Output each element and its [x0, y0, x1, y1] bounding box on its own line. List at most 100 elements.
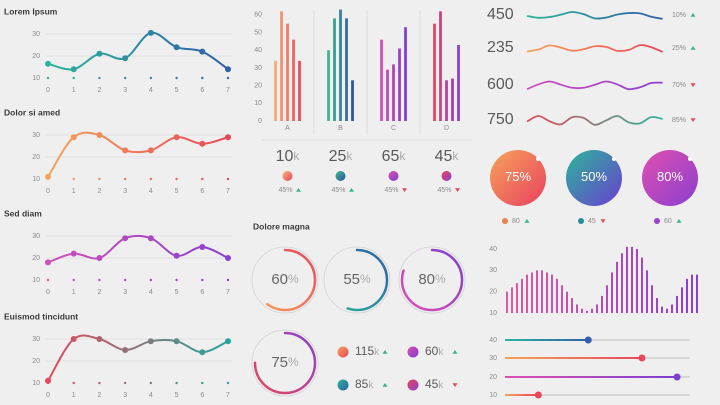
- sparkline-change: 70%: [672, 82, 686, 89]
- x-tick-label: D: [444, 125, 449, 132]
- x-tick-dot: [98, 76, 101, 80]
- y-tick-label: 40: [254, 47, 262, 54]
- x-tick-label: 1: [72, 188, 76, 195]
- y-tick-label: 0: [258, 118, 262, 125]
- point: [45, 173, 51, 180]
- stat-suffix: k: [293, 149, 300, 163]
- x-tick-dot: [201, 381, 204, 385]
- stat-dot: [407, 346, 419, 358]
- point: [225, 255, 231, 261]
- bar-separators: [262, 10, 472, 141]
- trend-arrow: [690, 13, 696, 17]
- y-tick-label: 20: [32, 53, 40, 60]
- bar: [327, 50, 330, 121]
- stat-suffix: k: [438, 380, 444, 391]
- x-tick-dot: [123, 177, 127, 181]
- y-tick-label: 10: [32, 75, 40, 82]
- chart-title: Sed diam: [4, 208, 42, 218]
- y-tick-label: 10: [489, 310, 497, 317]
- stat-value: 60%: [271, 271, 299, 288]
- stat-dot: [388, 171, 399, 181]
- stat-value: 85k: [355, 377, 374, 391]
- bar: [661, 306, 663, 313]
- bar: [576, 304, 578, 313]
- gauges-title: Dolore magna: [253, 221, 310, 231]
- stat-value: 25k: [329, 148, 354, 165]
- sparkline-label: 235: [487, 39, 514, 56]
- stat-suffix: k: [374, 347, 380, 358]
- trend-arrow: [690, 83, 696, 87]
- stat-number: 10: [276, 148, 294, 165]
- point: [70, 134, 77, 141]
- sparkline: [526, 80, 663, 91]
- gauge-arc: [400, 248, 464, 312]
- x-tick-label: 5: [175, 87, 179, 94]
- bar: [445, 80, 448, 121]
- x-tick-label: 1: [72, 392, 76, 399]
- x-tick-label: A: [285, 125, 290, 132]
- x-tick-label: 3: [123, 289, 127, 296]
- stat-dot: [407, 379, 419, 391]
- bar: [566, 291, 568, 313]
- bar: [636, 249, 638, 313]
- bar: [457, 44, 460, 121]
- stat-number: 45: [435, 148, 453, 165]
- bar: [651, 285, 653, 313]
- y-tick-label: 50: [254, 29, 262, 36]
- point: [96, 255, 103, 261]
- stat-value: 115k: [355, 344, 380, 358]
- bar: [546, 272, 548, 313]
- x-tick-dot: [175, 177, 178, 181]
- y-tick-label: 20: [489, 289, 497, 296]
- x-tick-dot: [72, 177, 75, 181]
- bar: [404, 27, 407, 121]
- x-tick-dot: [98, 381, 101, 385]
- x-tick-label: 4: [149, 392, 153, 399]
- stat-number: 50: [581, 169, 595, 184]
- sparkline-change: 25%: [672, 45, 686, 52]
- point: [70, 336, 77, 342]
- trend-arrow: [382, 383, 388, 387]
- stat-number: 65: [382, 148, 400, 165]
- trend-arrow: [600, 219, 606, 223]
- sparkline-label: 600: [487, 76, 514, 93]
- point: [96, 132, 103, 138]
- stat-number: 55: [343, 271, 360, 288]
- stat-value: 80%: [657, 169, 683, 184]
- bar: [526, 274, 528, 313]
- point: [147, 235, 154, 242]
- bar: [626, 246, 628, 313]
- bar: [591, 308, 593, 313]
- bar: [621, 253, 623, 313]
- stat-change: 45%: [384, 187, 398, 194]
- y-tick-label: 30: [32, 336, 40, 343]
- stat-number: 60: [271, 271, 288, 288]
- bar: [691, 274, 693, 313]
- legend-value: 80: [512, 218, 520, 225]
- gauge-track: [251, 329, 319, 397]
- bar: [656, 298, 658, 313]
- circle-knob: [612, 157, 616, 161]
- legend-value: 60: [664, 218, 672, 225]
- y-tick-label: 20: [32, 358, 40, 365]
- x-tick-dot: [98, 177, 101, 181]
- bar: [571, 298, 573, 313]
- bar: [298, 60, 301, 121]
- stat-change: 45%: [331, 187, 345, 194]
- bar: [541, 270, 543, 313]
- sparkline-change: 10%: [672, 12, 686, 19]
- y-tick-label: 20: [254, 82, 262, 89]
- slider-knob: [584, 336, 592, 344]
- legend-dot: [502, 218, 508, 224]
- stat-value: 50%: [581, 169, 607, 184]
- y-tick-label: 40: [489, 246, 497, 253]
- stat-dot: [282, 171, 293, 181]
- x-tick-dot: [72, 76, 75, 80]
- sparkline: [526, 11, 663, 20]
- trend-arrow: [524, 219, 530, 223]
- x-tick-dot: [175, 76, 178, 80]
- x-tick-label: 0: [46, 289, 50, 296]
- bar: [536, 270, 538, 313]
- stat-value: 80%: [418, 271, 446, 288]
